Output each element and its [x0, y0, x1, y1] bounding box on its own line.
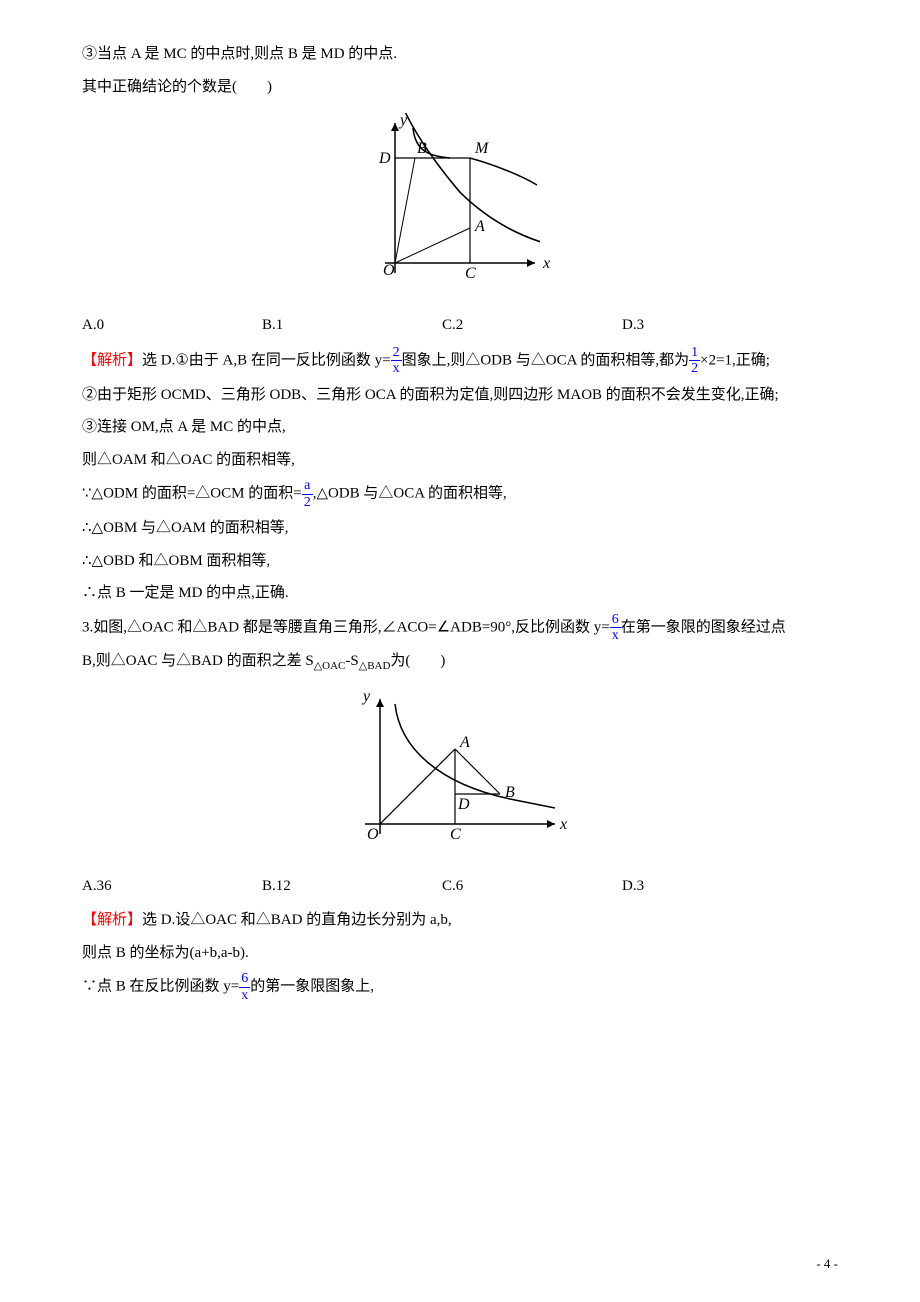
analysis-1-post: ×2=1,正确;: [700, 352, 770, 368]
option-2a: A.36: [82, 872, 262, 901]
svg-text:M: M: [474, 140, 490, 157]
diagram-2: y x O A B C D: [82, 689, 838, 860]
fraction-3: a2: [302, 478, 313, 510]
fraction-1: 2x: [391, 345, 402, 377]
analysis-1-pre: 选 D.①由于 A,B 在同一反比例函数 y=: [142, 352, 391, 368]
options-1: A.0 B.1 C.2 D.3: [82, 311, 838, 340]
svg-text:A: A: [459, 734, 470, 751]
statement-3: ③当点 A 是 MC 的中点时,则点 B 是 MD 的中点.: [82, 40, 838, 69]
option-d: D.3: [622, 311, 742, 340]
analysis-line-4: 则△OAM 和△OAC 的面积相等,: [82, 446, 838, 475]
svg-text:D: D: [457, 796, 470, 813]
page-number: - 4 -: [816, 1252, 838, 1277]
fraction-2: 12: [689, 345, 700, 377]
analysis-line-3: ③连接 OM,点 A 是 MC 的中点,: [82, 413, 838, 442]
option-c: C.2: [442, 311, 622, 340]
svg-text:x: x: [559, 816, 567, 833]
svg-text:C: C: [465, 265, 476, 282]
analysis-label: 【解析】: [82, 352, 142, 368]
option-2b: B.12: [262, 872, 442, 901]
analysis-line-2: ②由于矩形 OCMD、三角形 ODB、三角形 OCA 的面积为定值,则四边形 M…: [82, 381, 838, 410]
option-a: A.0: [82, 311, 262, 340]
options-2: A.36 B.12 C.6 D.3: [82, 872, 838, 901]
analysis-1: 【解析】选 D.①由于 A,B 在同一反比例函数 y=2x图象上,则△ODB 与…: [82, 345, 838, 377]
svg-text:A: A: [474, 218, 485, 235]
svg-text:B: B: [505, 784, 515, 801]
svg-text:D: D: [378, 150, 391, 167]
diagram-1: y x O D B M A C: [82, 113, 838, 299]
option-2c: C.6: [442, 872, 622, 901]
analysis-line-8: ∴点 B 一定是 MD 的中点,正确.: [82, 579, 838, 608]
svg-text:y: y: [398, 113, 408, 129]
fraction-4: 6x: [610, 612, 621, 644]
analysis-line-5: ∵△ODM 的面积=△OCM 的面积=a2,△ODB 与△OCA 的面积相等,: [82, 478, 838, 510]
svg-text:O: O: [383, 262, 395, 279]
analysis-line-6: ∴△OBM 与△OAM 的面积相等,: [82, 514, 838, 543]
svg-text:B: B: [417, 140, 427, 157]
question-3: 3.如图,△OAC 和△BAD 都是等腰直角三角形,∠ACO=∠ADB=90°,…: [82, 612, 838, 644]
line-b-coord: 则点 B 的坐标为(a+b,a-b).: [82, 939, 838, 968]
option-2d: D.3: [622, 872, 742, 901]
question-1: 其中正确结论的个数是( ): [82, 73, 838, 102]
analysis-2: 【解析】选 D.设△OAC 和△BAD 的直角边长分别为 a,b,: [82, 906, 838, 935]
line-c: ∵点 B 在反比例函数 y=6x的第一象限图象上,: [82, 971, 838, 1003]
question-3-line-2: B,则△OAC 与△BAD 的面积之差 S△OAC-S△BAD为( ): [82, 647, 838, 677]
analysis-1-mid: 图象上,则△ODB 与△OCA 的面积相等,都为: [402, 352, 690, 368]
analysis-2-label: 【解析】: [82, 912, 142, 928]
svg-text:O: O: [367, 826, 379, 843]
svg-text:y: y: [361, 689, 371, 705]
option-b: B.1: [262, 311, 442, 340]
analysis-line-7: ∴△OBD 和△OBM 面积相等,: [82, 547, 838, 576]
svg-text:x: x: [542, 255, 550, 272]
fraction-5: 6x: [239, 971, 250, 1003]
svg-text:C: C: [450, 826, 461, 843]
